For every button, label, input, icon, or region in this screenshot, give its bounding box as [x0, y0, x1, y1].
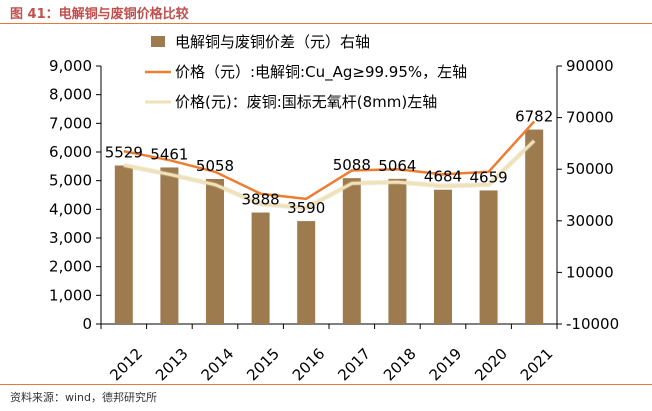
- left-tick-label: 3,000: [49, 229, 92, 247]
- data-label-2012: 5529: [105, 144, 143, 162]
- data-label-2018: 5064: [378, 157, 416, 175]
- footer-divider: [0, 384, 652, 385]
- bar-2016: [297, 221, 316, 324]
- bar-2013: [160, 167, 179, 324]
- x-tick-label: 2013: [152, 345, 192, 384]
- price-comparison-chart: 电解铜与废铜价差（元）右轴价格（元）:电解铜:Cu_Ag≥99.95%，左轴价格…: [49, 33, 619, 384]
- left-tick-label: 7,000: [49, 114, 92, 132]
- bar-2015: [251, 212, 270, 324]
- left-tick-label: 4,000: [49, 200, 92, 218]
- legend-swatch-bar: [151, 36, 165, 47]
- x-tick-label: 2016: [289, 345, 329, 384]
- bar-series: [114, 129, 544, 324]
- data-label-2014: 5058: [196, 157, 234, 175]
- left-tick-label: 9,000: [49, 57, 92, 75]
- bar-2017: [342, 178, 361, 324]
- data-label-2020: 4659: [470, 168, 508, 186]
- legend-label-scrap: 价格(元)：废铜:国标无氧杆(8mm)左轴: [175, 93, 437, 111]
- x-tick-label: 2019: [426, 345, 466, 384]
- x-tick-label: 2015: [243, 345, 283, 384]
- line-series: [123, 120, 536, 211]
- figure-title: 图 41：电解铜与废铜价格比较: [10, 7, 189, 22]
- x-tick-label: 2018: [380, 345, 420, 384]
- source-note: 资料来源：wind，德邦研究所: [10, 391, 158, 404]
- data-label-2021: 6782: [515, 108, 553, 126]
- bar-2020: [479, 190, 498, 324]
- right-tick-label: 90000: [566, 57, 614, 75]
- data-label-2019: 4684: [424, 168, 462, 186]
- right-tick-label: 70000: [566, 109, 614, 127]
- x-tick-label: 2020: [471, 345, 511, 384]
- x-tick-label: 2014: [198, 345, 238, 384]
- data-label-2013: 5461: [150, 145, 188, 163]
- left-tick-label: 6,000: [49, 143, 92, 161]
- data-label-2017: 5088: [333, 156, 371, 174]
- x-tick-label: 2021: [517, 345, 557, 384]
- bar-2018: [388, 178, 407, 324]
- right-tick-label: 50000: [566, 160, 614, 178]
- data-labels: 5529 5461 5058 3888 3590 5088 5064 4684 4659 6782: [105, 108, 554, 218]
- legend-label-electrolytic: 价格（元）:电解铜:Cu_Ag≥99.95%，左轴: [175, 63, 467, 82]
- title-divider: [0, 23, 652, 24]
- bar-2021: [525, 129, 544, 324]
- right-tick-label: 30000: [566, 212, 614, 230]
- right-tick-label: 10000: [566, 263, 614, 281]
- data-label-2015: 3888: [242, 191, 280, 209]
- left-tick-label: 2,000: [49, 258, 92, 276]
- x-tick-label: 2012: [106, 345, 146, 384]
- scrap-copper-line: [123, 139, 536, 210]
- bar-2019: [434, 189, 452, 324]
- legend-label-bar: 电解铜与废铜价差（元）右轴: [175, 33, 370, 51]
- electrolytic-copper-line: [123, 120, 536, 201]
- bar-2014: [206, 179, 224, 324]
- left-tick-label: 5,000: [49, 172, 92, 190]
- x-tick-label: 2017: [334, 345, 374, 384]
- left-tick-label: 8,000: [49, 86, 92, 104]
- left-tick-label: 1,000: [49, 286, 92, 304]
- data-label-2016: 3590: [287, 199, 325, 217]
- legend: 电解铜与废铜价差（元）右轴价格（元）:电解铜:Cu_Ag≥99.95%，左轴价格…: [145, 33, 467, 111]
- left-tick-label: 0: [82, 315, 92, 333]
- bar-2012: [114, 165, 133, 324]
- right-tick-label: -10000: [566, 315, 619, 333]
